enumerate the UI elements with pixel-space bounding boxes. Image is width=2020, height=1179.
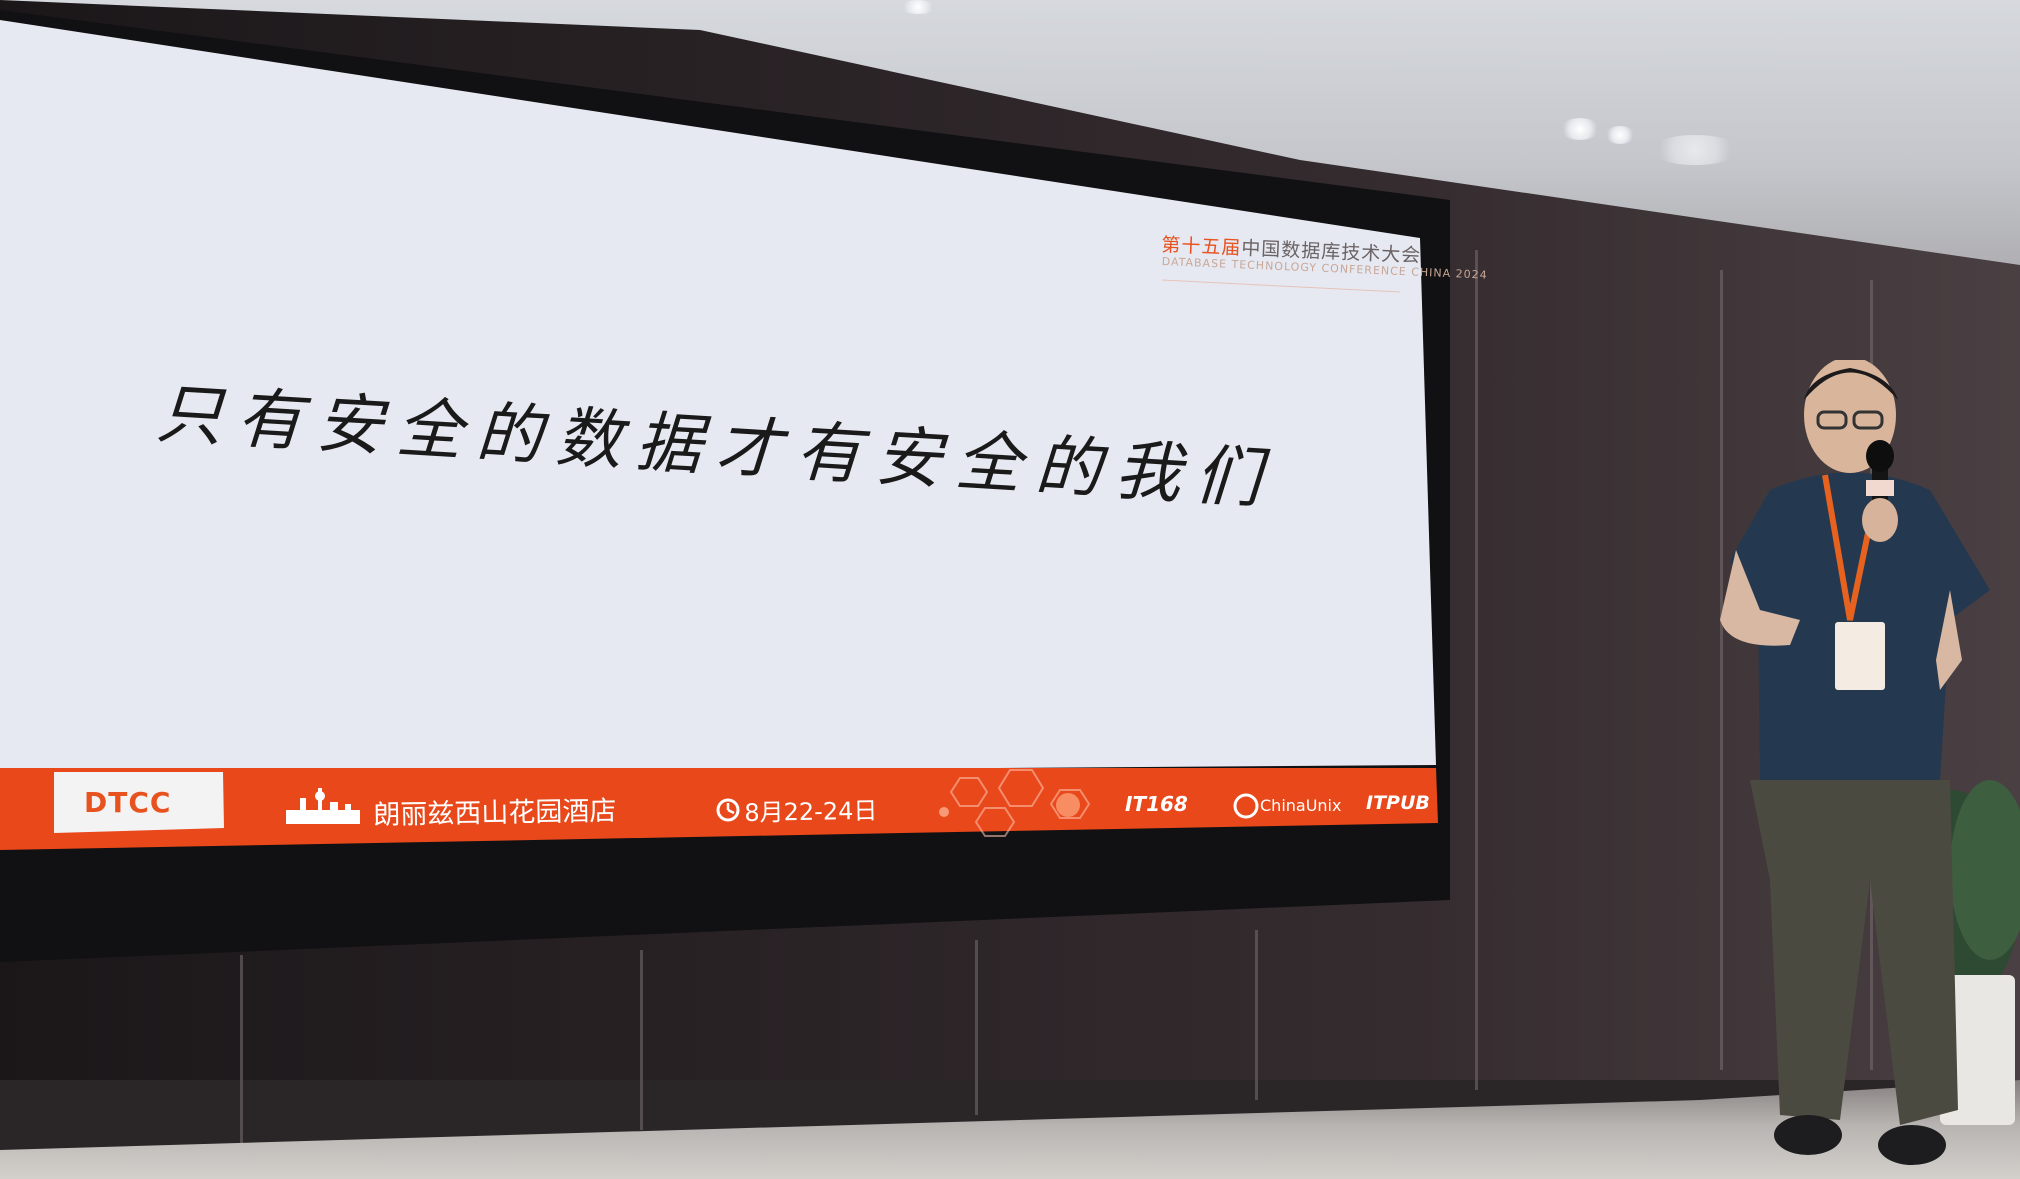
wall-panel-seam: [975, 940, 978, 1115]
presenter-arm: [1936, 590, 1962, 690]
presenter-shoe: [1774, 1115, 1842, 1155]
presenter-arm: [1720, 550, 1800, 646]
footer-dot: [1056, 793, 1080, 817]
presenter-hair: [1804, 368, 1898, 400]
footer-dot: [939, 807, 949, 817]
ceiling-light: [1605, 126, 1635, 144]
wall-panel-seam: [240, 955, 243, 1165]
slide-surface: [0, 20, 1436, 775]
skyline-icon: [286, 788, 360, 824]
venue-text: 朗丽兹西山花园酒店: [373, 795, 617, 831]
plant-pot: [1940, 975, 2015, 1125]
presenter-shoe: [1878, 1125, 1946, 1165]
footer-hexagon-pattern: [949, 769, 1091, 837]
wall-panel-seam: [1720, 270, 1723, 1070]
presenter-mic-flag: [1866, 480, 1894, 496]
presenter-badge: [1835, 622, 1885, 690]
plant-leaves: [1950, 780, 2020, 960]
conference-title-rule: [1161, 279, 1401, 293]
wall-panel-seam: [1475, 250, 1478, 1090]
presenter-trousers: [1750, 780, 1958, 1125]
wall-panel-seam: [1255, 930, 1258, 1100]
dates-text: 8月22-24日: [744, 796, 878, 827]
sponsor-chinaunix-logo: ChinaUnix: [1260, 796, 1342, 815]
presenter-glasses: [1852, 410, 1884, 430]
ceiling-light: [1560, 118, 1600, 140]
sponsor-itpub-logo: ITPUB: [1366, 792, 1430, 814]
ceiling-light: [1650, 135, 1740, 165]
chinaunix-logo-icon: [1233, 793, 1259, 819]
presenter: [1720, 360, 1990, 1165]
sponsor-it168-logo: IT168: [1125, 792, 1188, 816]
dtcc-logo: DTCC: [84, 786, 172, 819]
clock-icon: [716, 798, 740, 822]
presenter-glasses: [1816, 410, 1848, 430]
presenter-hand: [1862, 498, 1898, 542]
wall-panel-seam: [640, 950, 643, 1130]
presenter-microphone-head: [1866, 440, 1894, 472]
ceiling-light: [900, 0, 936, 14]
dtcc-logo-box: [54, 772, 224, 833]
